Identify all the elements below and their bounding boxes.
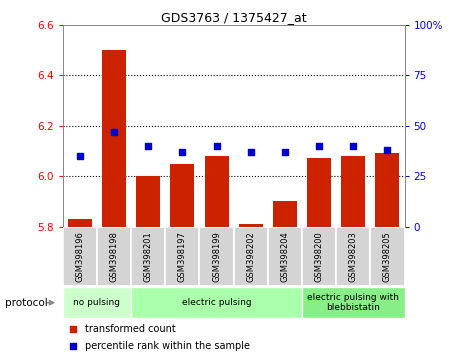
Bar bbox=[199, 227, 233, 286]
Bar bbox=[165, 227, 199, 286]
Bar bbox=[336, 227, 370, 286]
Point bbox=[76, 153, 84, 159]
Bar bbox=[233, 227, 268, 286]
Text: GSM398203: GSM398203 bbox=[349, 231, 358, 282]
Text: GSM398198: GSM398198 bbox=[110, 231, 119, 282]
Bar bbox=[63, 227, 97, 286]
Bar bbox=[97, 227, 131, 286]
Bar bbox=[68, 219, 92, 227]
Text: transformed count: transformed count bbox=[85, 324, 176, 333]
Bar bbox=[205, 156, 228, 227]
Point bbox=[145, 143, 152, 149]
Bar bbox=[376, 153, 399, 227]
Point bbox=[110, 129, 118, 135]
Text: GSM398204: GSM398204 bbox=[280, 231, 289, 282]
Bar bbox=[268, 227, 302, 286]
Bar bbox=[302, 227, 336, 286]
Text: percentile rank within the sample: percentile rank within the sample bbox=[85, 341, 250, 351]
Bar bbox=[239, 224, 263, 227]
Bar bbox=[171, 164, 194, 227]
Bar bbox=[370, 227, 405, 286]
Point bbox=[213, 143, 220, 149]
Point bbox=[384, 147, 391, 153]
Point bbox=[281, 149, 289, 155]
Point bbox=[69, 326, 77, 331]
Text: protocol: protocol bbox=[5, 298, 47, 308]
Bar bbox=[131, 287, 302, 318]
Bar bbox=[273, 201, 297, 227]
Text: GSM398197: GSM398197 bbox=[178, 231, 187, 282]
Text: electric pulsing: electric pulsing bbox=[182, 298, 252, 307]
Bar bbox=[102, 50, 126, 227]
Text: electric pulsing with
blebbistatin: electric pulsing with blebbistatin bbox=[307, 293, 399, 312]
Text: GSM398202: GSM398202 bbox=[246, 231, 255, 282]
Point bbox=[315, 143, 323, 149]
Point bbox=[69, 343, 77, 349]
Bar bbox=[131, 227, 165, 286]
Title: GDS3763 / 1375427_at: GDS3763 / 1375427_at bbox=[161, 11, 306, 24]
Bar bbox=[341, 156, 365, 227]
Text: GSM398200: GSM398200 bbox=[315, 231, 324, 282]
Bar bbox=[63, 287, 131, 318]
Text: GSM398196: GSM398196 bbox=[75, 231, 84, 282]
Bar bbox=[136, 176, 160, 227]
Bar bbox=[302, 287, 405, 318]
Point bbox=[247, 149, 254, 155]
Point bbox=[179, 149, 186, 155]
Text: GSM398205: GSM398205 bbox=[383, 231, 392, 282]
Text: no pulsing: no pulsing bbox=[73, 298, 120, 307]
Text: GSM398199: GSM398199 bbox=[212, 231, 221, 282]
Point bbox=[350, 143, 357, 149]
Text: GSM398201: GSM398201 bbox=[144, 231, 153, 282]
Bar bbox=[307, 159, 331, 227]
